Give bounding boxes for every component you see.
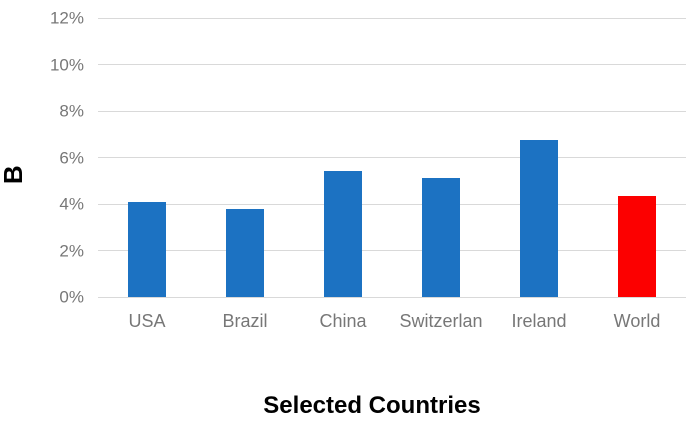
gridline-2%: [98, 250, 686, 252]
y-tick-label: 4%: [59, 194, 84, 214]
gridline-4%: [98, 203, 686, 205]
gridline-0%: [98, 296, 686, 298]
y-tick-label: 2%: [59, 241, 84, 260]
plot-area: [98, 17, 686, 298]
x-tick-label-usa: USA: [128, 311, 166, 331]
y-tick-label: 8%: [59, 101, 84, 121]
x-tick-label-ireland: Ireland: [511, 311, 567, 331]
gridline-10%: [98, 64, 686, 65]
bar-slot-china: [294, 18, 392, 297]
x-tick-label-china: China: [319, 311, 367, 331]
bar-slot-ireland: [490, 18, 588, 297]
gridline-8%: [98, 110, 686, 112]
gridline-12%: [98, 17, 686, 19]
x-tick-label-switzerlan: Switzerlan: [399, 311, 483, 331]
bar-world: [618, 195, 656, 297]
y-axis-tick-labels: 0% 2% 4% 6% 8% 10% 12%: [0, 10, 84, 306]
bar-switzerlan: [422, 178, 460, 297]
bar-slot-world: [588, 18, 686, 297]
bars: [98, 18, 686, 297]
bar-ireland: [520, 140, 558, 297]
bar-brazil: [226, 208, 264, 297]
x-axis-labels: USA Brazil China Switzerlan Ireland World: [98, 311, 686, 333]
y-tick-label: 6%: [59, 148, 84, 167]
bar-slot-switzerlan: [392, 18, 490, 297]
y-tick-label: 0%: [59, 287, 84, 307]
bar-slot-brazil: [196, 18, 294, 297]
bar-usa: [128, 201, 166, 297]
x-tick-label-world: World: [613, 311, 661, 331]
bar-slot-usa: [98, 18, 196, 297]
y-tick-label: 12%: [49, 8, 84, 28]
gridline-6%: [98, 157, 686, 158]
bar-china: [324, 171, 362, 297]
x-tick-label-brazil: Brazil: [222, 311, 268, 331]
y-tick-label: 10%: [49, 55, 84, 74]
x-axis-title: Selected Countries: [263, 392, 481, 419]
